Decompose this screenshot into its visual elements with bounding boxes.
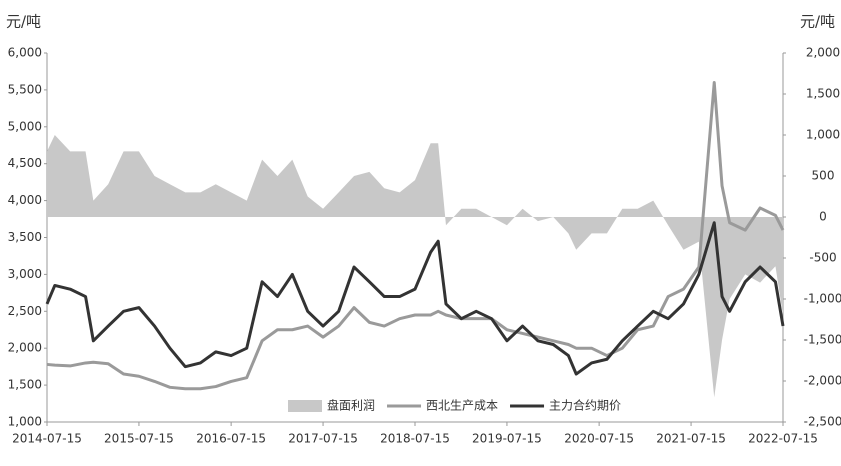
legend-label: 盘面利润: [327, 398, 375, 413]
legend-label: 西北生产成本: [426, 399, 498, 413]
y2-tick-label: 1,000: [806, 128, 840, 142]
y2-tick-label: 1,500: [806, 87, 840, 101]
legend-label: 主力合约期价: [549, 398, 621, 413]
x-tick-label: 2019-07-15: [472, 432, 542, 446]
y-tick-label: 1,500: [8, 378, 42, 392]
x-tick-label: 2022-07-15: [748, 432, 818, 446]
line: [45, 221, 785, 376]
y-tick-label: 3,000: [8, 267, 42, 281]
y2-tick-label: -500: [809, 251, 836, 265]
y2-tick-label: -1,000: [804, 292, 841, 306]
y-tick-label: 5,000: [8, 119, 42, 133]
x-tick-label: 2016-07-15: [196, 432, 266, 446]
y2-tick-label: 0: [819, 210, 827, 224]
y2-tick-label: -2,000: [804, 374, 841, 388]
y-tick-label: 3,500: [8, 230, 42, 244]
y-axis-label: 元/吨: [6, 13, 41, 31]
x-tick-label: 2020-07-15: [564, 432, 634, 446]
y-tick-label: 4,500: [8, 156, 42, 170]
y2-tick-label: 500: [812, 169, 835, 183]
y2-axis-label: 元/吨: [800, 13, 835, 31]
x-tick-label: 2021-07-15: [656, 432, 726, 446]
y-tick-label: 2,000: [8, 341, 42, 355]
y2-tick-label: 2,000: [806, 46, 840, 60]
area: [47, 135, 783, 398]
y2-tick-label: -1,500: [804, 333, 841, 347]
x-tick-label: 2017-07-15: [288, 432, 358, 446]
x-tick-label: 2014-07-15: [12, 432, 82, 446]
y-tick-label: 2,500: [8, 304, 42, 318]
legend-swatch: [288, 400, 322, 412]
x-tick-label: 2015-07-15: [104, 432, 174, 446]
y2-tick-label: -2,500: [804, 415, 841, 429]
y-tick-label: 4,000: [8, 193, 42, 207]
line: [46, 81, 785, 391]
x-tick-label: 2018-07-15: [380, 432, 450, 446]
y-tick-label: 6,000: [8, 46, 42, 60]
y-tick-label: 5,500: [8, 82, 42, 96]
y-tick-label: 1,000: [8, 415, 42, 429]
